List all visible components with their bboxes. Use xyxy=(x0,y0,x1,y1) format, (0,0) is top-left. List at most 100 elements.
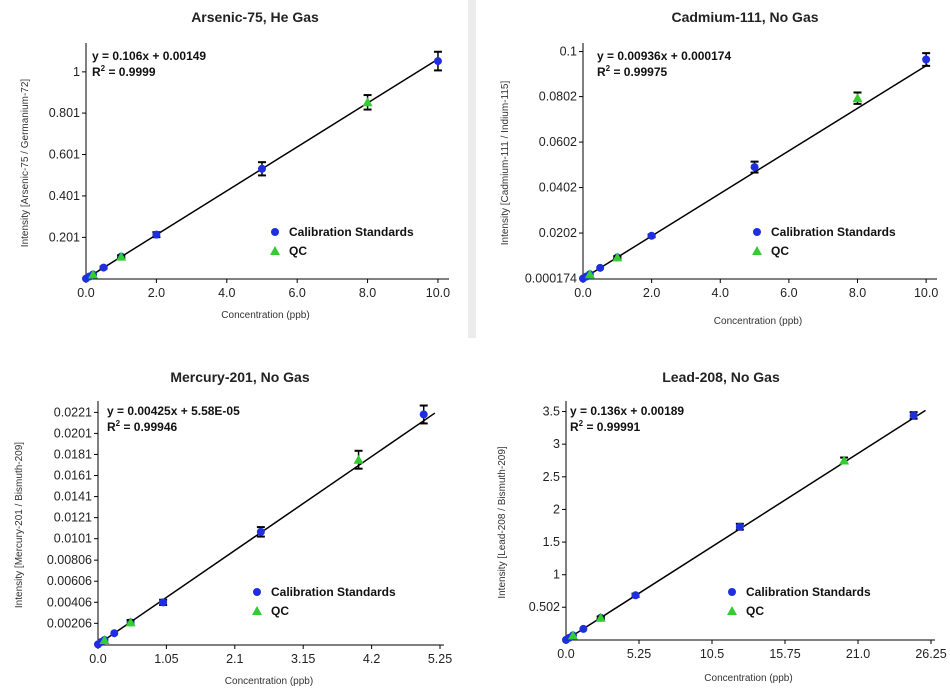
chart-panel-2: Cadmium-111, No Gas 0.0 2.0 4.0 6.0 8.0 10.0 0.… xyxy=(500,9,938,327)
legend-marker-calibration xyxy=(753,228,761,236)
data-point-calibration xyxy=(159,598,168,607)
y-tick-label: 0.1 xyxy=(560,45,577,59)
y-tick-label: 0.0802 xyxy=(539,90,577,104)
panel-divider-vertical xyxy=(468,0,476,338)
r-squared-value: = 0.99991 xyxy=(583,420,640,434)
chart-title: Lead-208, No Gas xyxy=(662,369,780,385)
y-tick-label: 0.00606 xyxy=(47,574,92,588)
x-tick-label: 8.0 xyxy=(849,286,866,300)
y-axis-label: Intensity [Cadmium-111 / Indium-115] xyxy=(500,81,511,246)
x-tick-label: 0.0 xyxy=(557,647,574,661)
r-squared-value: = 0.99975 xyxy=(610,65,667,79)
data-point-qc xyxy=(852,93,863,103)
data-point-qc xyxy=(88,269,99,279)
y-tick-label: 0.00206 xyxy=(47,616,92,630)
r-squared-exponent: 2 xyxy=(606,64,611,73)
r-squared-value: = 0.99946 xyxy=(120,420,177,434)
y-tick-label: 0.00406 xyxy=(47,595,92,609)
legend-marker-qc xyxy=(727,606,737,615)
y-tick-label: 1.5 xyxy=(543,535,560,549)
y-tick-label: 0.0602 xyxy=(539,135,577,149)
legend-marker-qc xyxy=(752,246,762,255)
r-squared-exponent: 2 xyxy=(116,419,121,428)
chart-title: Mercury-201, No Gas xyxy=(170,369,309,385)
y-tick-label: 0.0101 xyxy=(54,532,92,546)
panel-divider-horizontal xyxy=(0,338,950,360)
r-squared-symbol: R xyxy=(107,420,116,434)
r-squared-exponent: 2 xyxy=(579,419,584,428)
equation-label: y = 0.106x + 0.00149 xyxy=(92,49,206,63)
data-point-calibration xyxy=(631,591,640,600)
data-point-calibration xyxy=(257,164,266,173)
legend-marker-calibration xyxy=(253,588,261,596)
y-tick-label: 0.0221 xyxy=(54,405,92,419)
y-tick-label: 0.0402 xyxy=(539,181,577,195)
x-tick-label: 26.25 xyxy=(915,647,946,661)
legend-label: QC xyxy=(746,604,764,618)
r-squared-label: R2 = 0.9999 xyxy=(92,64,156,79)
data-point-qc xyxy=(99,634,110,644)
y-tick-label: 3 xyxy=(553,437,560,451)
data-point-calibration xyxy=(596,263,605,272)
chart-panel-4: Lead-208, No Gas 0.0 5.25 10.5 15.75 21.0 26.2… xyxy=(497,369,947,684)
data-point-calibration xyxy=(433,57,442,66)
legend-label: QC xyxy=(771,244,789,258)
data-point-calibration xyxy=(750,163,759,172)
chart-title: Cadmium-111, No Gas xyxy=(671,9,818,25)
x-tick-label: 5.25 xyxy=(428,652,452,666)
regression-line xyxy=(565,409,926,641)
data-point-qc xyxy=(567,630,578,640)
x-tick-label: 0.0 xyxy=(574,286,591,300)
x-tick-label: 4.0 xyxy=(218,286,235,300)
x-tick-label: 5.25 xyxy=(627,647,651,661)
y-axis-label: Intensity [Arsenic-75 / Germanium-72] xyxy=(20,79,31,248)
y-axis-label: Intensity [Lead-208 / Bismuth-209] xyxy=(497,446,508,599)
data-point-calibration xyxy=(909,411,918,420)
data-point-qc xyxy=(116,251,127,261)
r-squared-exponent: 2 xyxy=(101,64,106,73)
x-tick-label: 10.5 xyxy=(700,647,724,661)
y-axis-label: Intensity [Mercury-201 / Bismuth-209] xyxy=(14,442,25,608)
x-axis-label: Concentration (ppb) xyxy=(221,310,309,321)
y-tick-label: 0.0141 xyxy=(54,490,92,504)
y-tick-label: 1 xyxy=(553,568,560,582)
x-tick-label: 10.0 xyxy=(914,286,938,300)
r-squared-label: R2 = 0.99975 xyxy=(597,64,668,79)
y-tick-label: 2 xyxy=(553,502,560,516)
y-tick-label: 0.0202 xyxy=(539,226,577,240)
y-tick-label: 0.00806 xyxy=(47,553,92,567)
y-tick-label: 3.5 xyxy=(543,405,560,419)
legend-label: Calibration Standards xyxy=(746,585,871,599)
data-point-calibration xyxy=(579,624,588,633)
data-point-qc xyxy=(584,269,595,279)
equation-label: y = 0.136x + 0.00189 xyxy=(570,404,684,418)
y-tick-label: 0.000174 xyxy=(525,272,577,286)
equation-label: y = 0.00425x + 5.58E-05 xyxy=(107,404,240,418)
data-point-qc xyxy=(839,455,850,465)
data-point-qc xyxy=(595,612,606,622)
r-squared-symbol: R xyxy=(92,65,101,79)
x-tick-label: 6.0 xyxy=(288,286,305,300)
legend-label: QC xyxy=(271,604,289,618)
x-tick-label: 0.0 xyxy=(89,652,106,666)
data-point-calibration xyxy=(99,263,108,272)
legend-marker-qc xyxy=(252,606,262,615)
r-squared-symbol: R xyxy=(597,65,606,79)
y-tick-label: 0.0161 xyxy=(54,469,92,483)
y-tick-label: 0.401 xyxy=(49,189,80,203)
legend-label: QC xyxy=(289,244,307,258)
r-squared-label: R2 = 0.99991 xyxy=(570,419,641,434)
y-tick-label: 0.502 xyxy=(529,600,560,614)
x-tick-label: 4.2 xyxy=(363,652,380,666)
chart-title: Arsenic-75, He Gas xyxy=(191,9,319,25)
x-tick-label: 15.75 xyxy=(769,647,800,661)
data-point-calibration xyxy=(419,410,428,419)
x-tick-label: 2.0 xyxy=(148,286,165,300)
data-point-calibration xyxy=(256,527,265,536)
chart-panel-3: Mercury-201, No Gas 0.0 1.05 2.1 3.15 4.2 5.25… xyxy=(14,369,452,687)
data-point-calibration xyxy=(735,522,744,531)
data-point-calibration xyxy=(110,629,119,638)
equation-label: y = 0.00936x + 0.000174 xyxy=(597,49,731,63)
x-axis-label: Concentration (ppb) xyxy=(714,316,802,327)
